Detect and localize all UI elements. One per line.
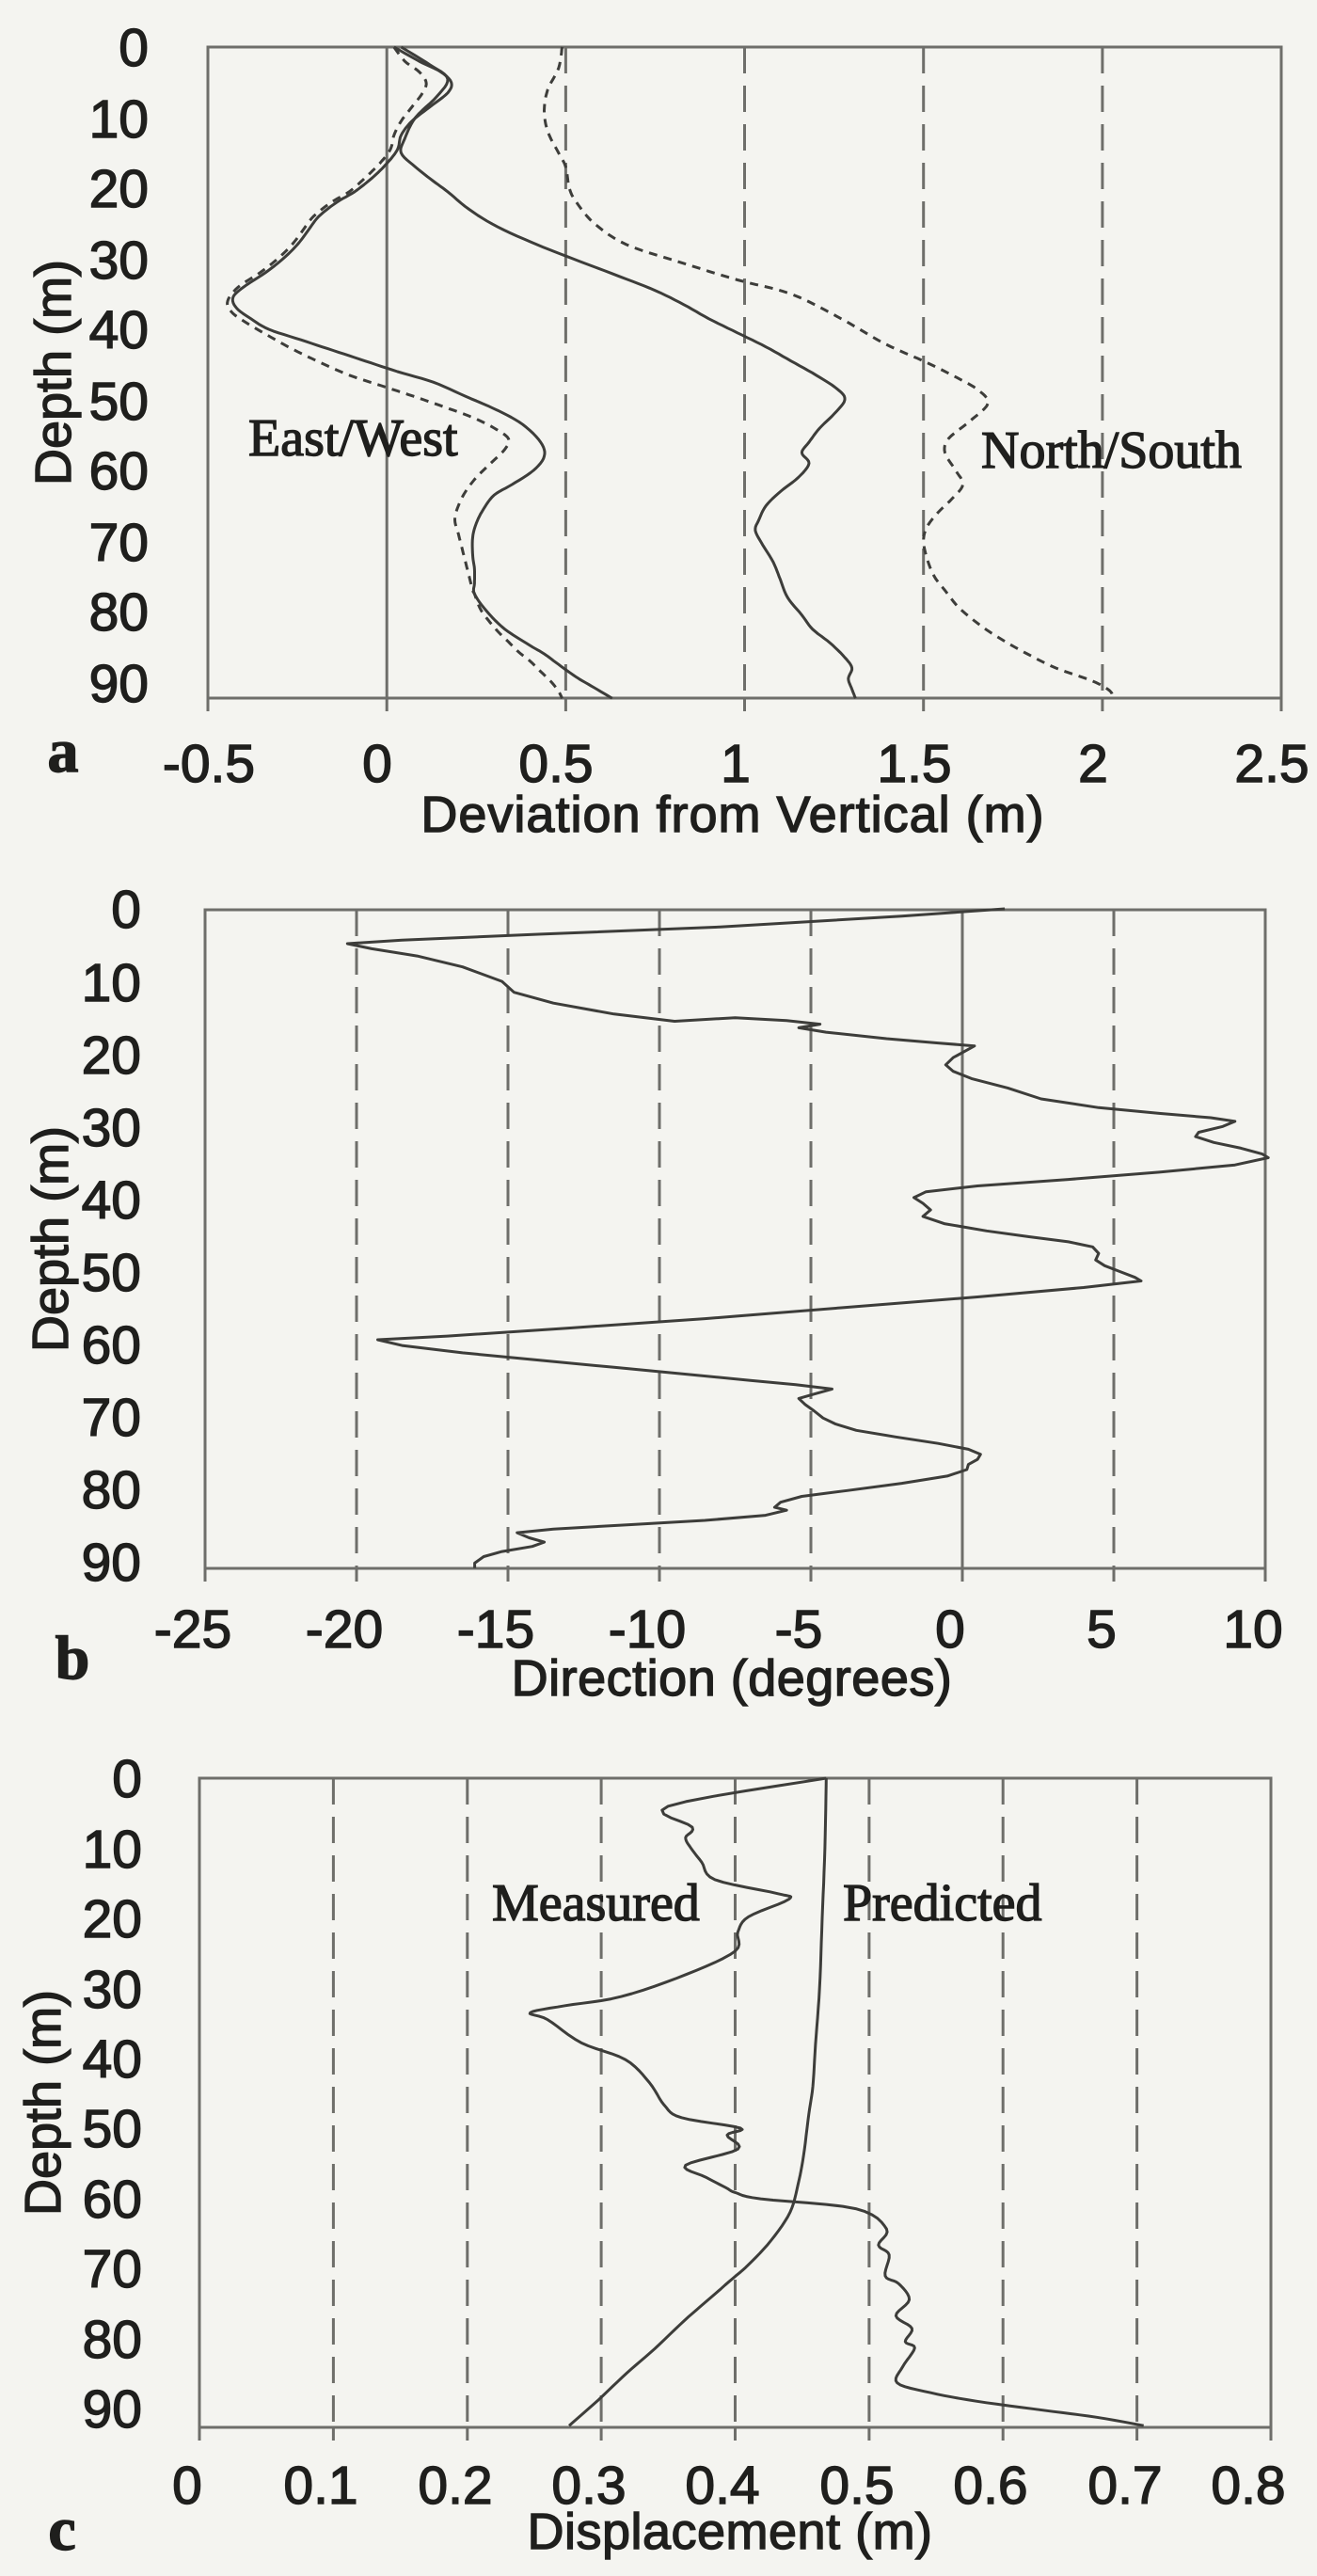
svg-text:Displacement (m): Displacement (m) [527,2504,932,2560]
svg-text:0: 0 [362,734,392,794]
svg-text:70: 70 [82,1388,141,1448]
svg-text:0: 0 [112,1749,142,1809]
svg-text:2: 2 [1078,734,1108,794]
svg-text:0: 0 [935,1599,965,1660]
svg-text:0: 0 [119,18,149,78]
svg-text:50: 50 [82,1243,141,1303]
svg-text:30: 30 [89,231,149,291]
svg-text:2.5: 2.5 [1234,734,1309,794]
svg-text:a: a [48,717,79,786]
svg-text:40: 40 [83,2029,142,2090]
svg-text:80: 80 [89,582,149,643]
svg-text:40: 40 [82,1170,141,1231]
svg-text:-5: -5 [775,1599,823,1660]
svg-text:70: 70 [89,513,149,573]
svg-text:-10: -10 [609,1599,686,1660]
svg-text:90: 90 [82,1533,141,1593]
svg-text:b: b [56,1624,90,1693]
svg-text:Measured: Measured [492,1874,700,1932]
svg-text:1.5: 1.5 [877,734,951,794]
svg-text:East/West: East/West [248,409,458,468]
svg-text:0.5: 0.5 [819,2456,894,2516]
svg-text:20: 20 [89,159,149,219]
svg-text:0.7: 0.7 [1087,2456,1162,2516]
svg-text:0.8: 0.8 [1211,2456,1285,2516]
svg-text:Depth (m): Depth (m) [25,260,82,485]
svg-text:Depth (m): Depth (m) [15,1990,71,2216]
svg-text:0.5: 0.5 [518,734,593,794]
svg-text:1: 1 [721,734,751,794]
svg-text:0.2: 0.2 [418,2456,492,2516]
svg-text:5: 5 [1087,1599,1117,1660]
svg-text:0.3: 0.3 [551,2456,626,2516]
svg-text:Predicted: Predicted [843,1874,1041,1932]
svg-text:Deviation from Vertical (m): Deviation from Vertical (m) [420,787,1044,843]
svg-text:60: 60 [83,2170,142,2230]
svg-text:10: 10 [82,953,141,1013]
svg-text:-25: -25 [154,1599,231,1660]
svg-text:60: 60 [82,1315,141,1375]
svg-text:50: 50 [83,2099,142,2159]
svg-text:80: 80 [82,1460,141,1520]
svg-text:10: 10 [89,89,149,150]
svg-text:Depth (m): Depth (m) [23,1126,79,1352]
svg-text:80: 80 [83,2310,142,2370]
svg-text:90: 90 [89,654,149,714]
svg-text:60: 60 [89,441,149,501]
svg-text:10: 10 [1223,1599,1282,1660]
svg-text:-0.5: -0.5 [163,734,255,794]
svg-text:50: 50 [89,372,149,432]
svg-text:70: 70 [83,2239,142,2299]
svg-text:30: 30 [83,1960,142,2020]
svg-text:20: 20 [83,1889,142,1949]
svg-text:-20: -20 [306,1599,383,1660]
svg-text:0: 0 [111,880,141,940]
svg-text:40: 40 [89,300,149,360]
svg-text:North/South: North/South [981,421,1242,480]
svg-text:c: c [48,2495,75,2564]
svg-text:0.6: 0.6 [953,2456,1027,2516]
svg-text:0.1: 0.1 [283,2456,357,2516]
svg-text:10: 10 [83,1820,142,1880]
svg-text:20: 20 [82,1026,141,1086]
svg-text:90: 90 [83,2379,142,2440]
svg-text:30: 30 [82,1098,141,1158]
svg-text:0: 0 [172,2456,202,2516]
svg-text:Direction (degrees): Direction (degrees) [512,1650,953,1707]
svg-text:0.4: 0.4 [685,2456,759,2516]
svg-text:-15: -15 [457,1599,534,1660]
